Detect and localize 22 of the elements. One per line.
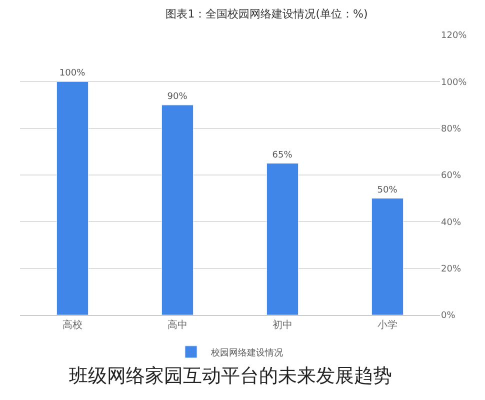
x-tick-label: 高校 [62,319,82,331]
y-tick-label: 120% [441,31,468,42]
text: 90% [167,92,188,102]
bar [266,163,298,315]
y-tick-label: 0% [441,311,456,322]
x-tick-label: 小学 [378,319,398,331]
bar [56,81,88,315]
y-tick-label: 100% [441,78,468,88]
text: 班级网络家园互动平台的未来发展趋势 [69,365,392,387]
text: 100% [59,68,86,79]
y-tick-label: 40% [441,218,462,228]
text: 65% [272,150,292,160]
y-tick-label: 20% [441,264,462,274]
y-tick-label: 60% [441,171,462,182]
y-tick-label: 80% [441,124,462,134]
bar [372,198,404,315]
x-tick-label: 高中 [168,319,188,331]
text: 50% [377,185,398,196]
x-tick-label: 初中 [272,319,292,331]
bar [162,104,194,315]
legend-label: 校园网络建设情况 [210,347,283,358]
chart-title: 图表1：全国校园网络建设情况(单位：%) [166,8,368,21]
